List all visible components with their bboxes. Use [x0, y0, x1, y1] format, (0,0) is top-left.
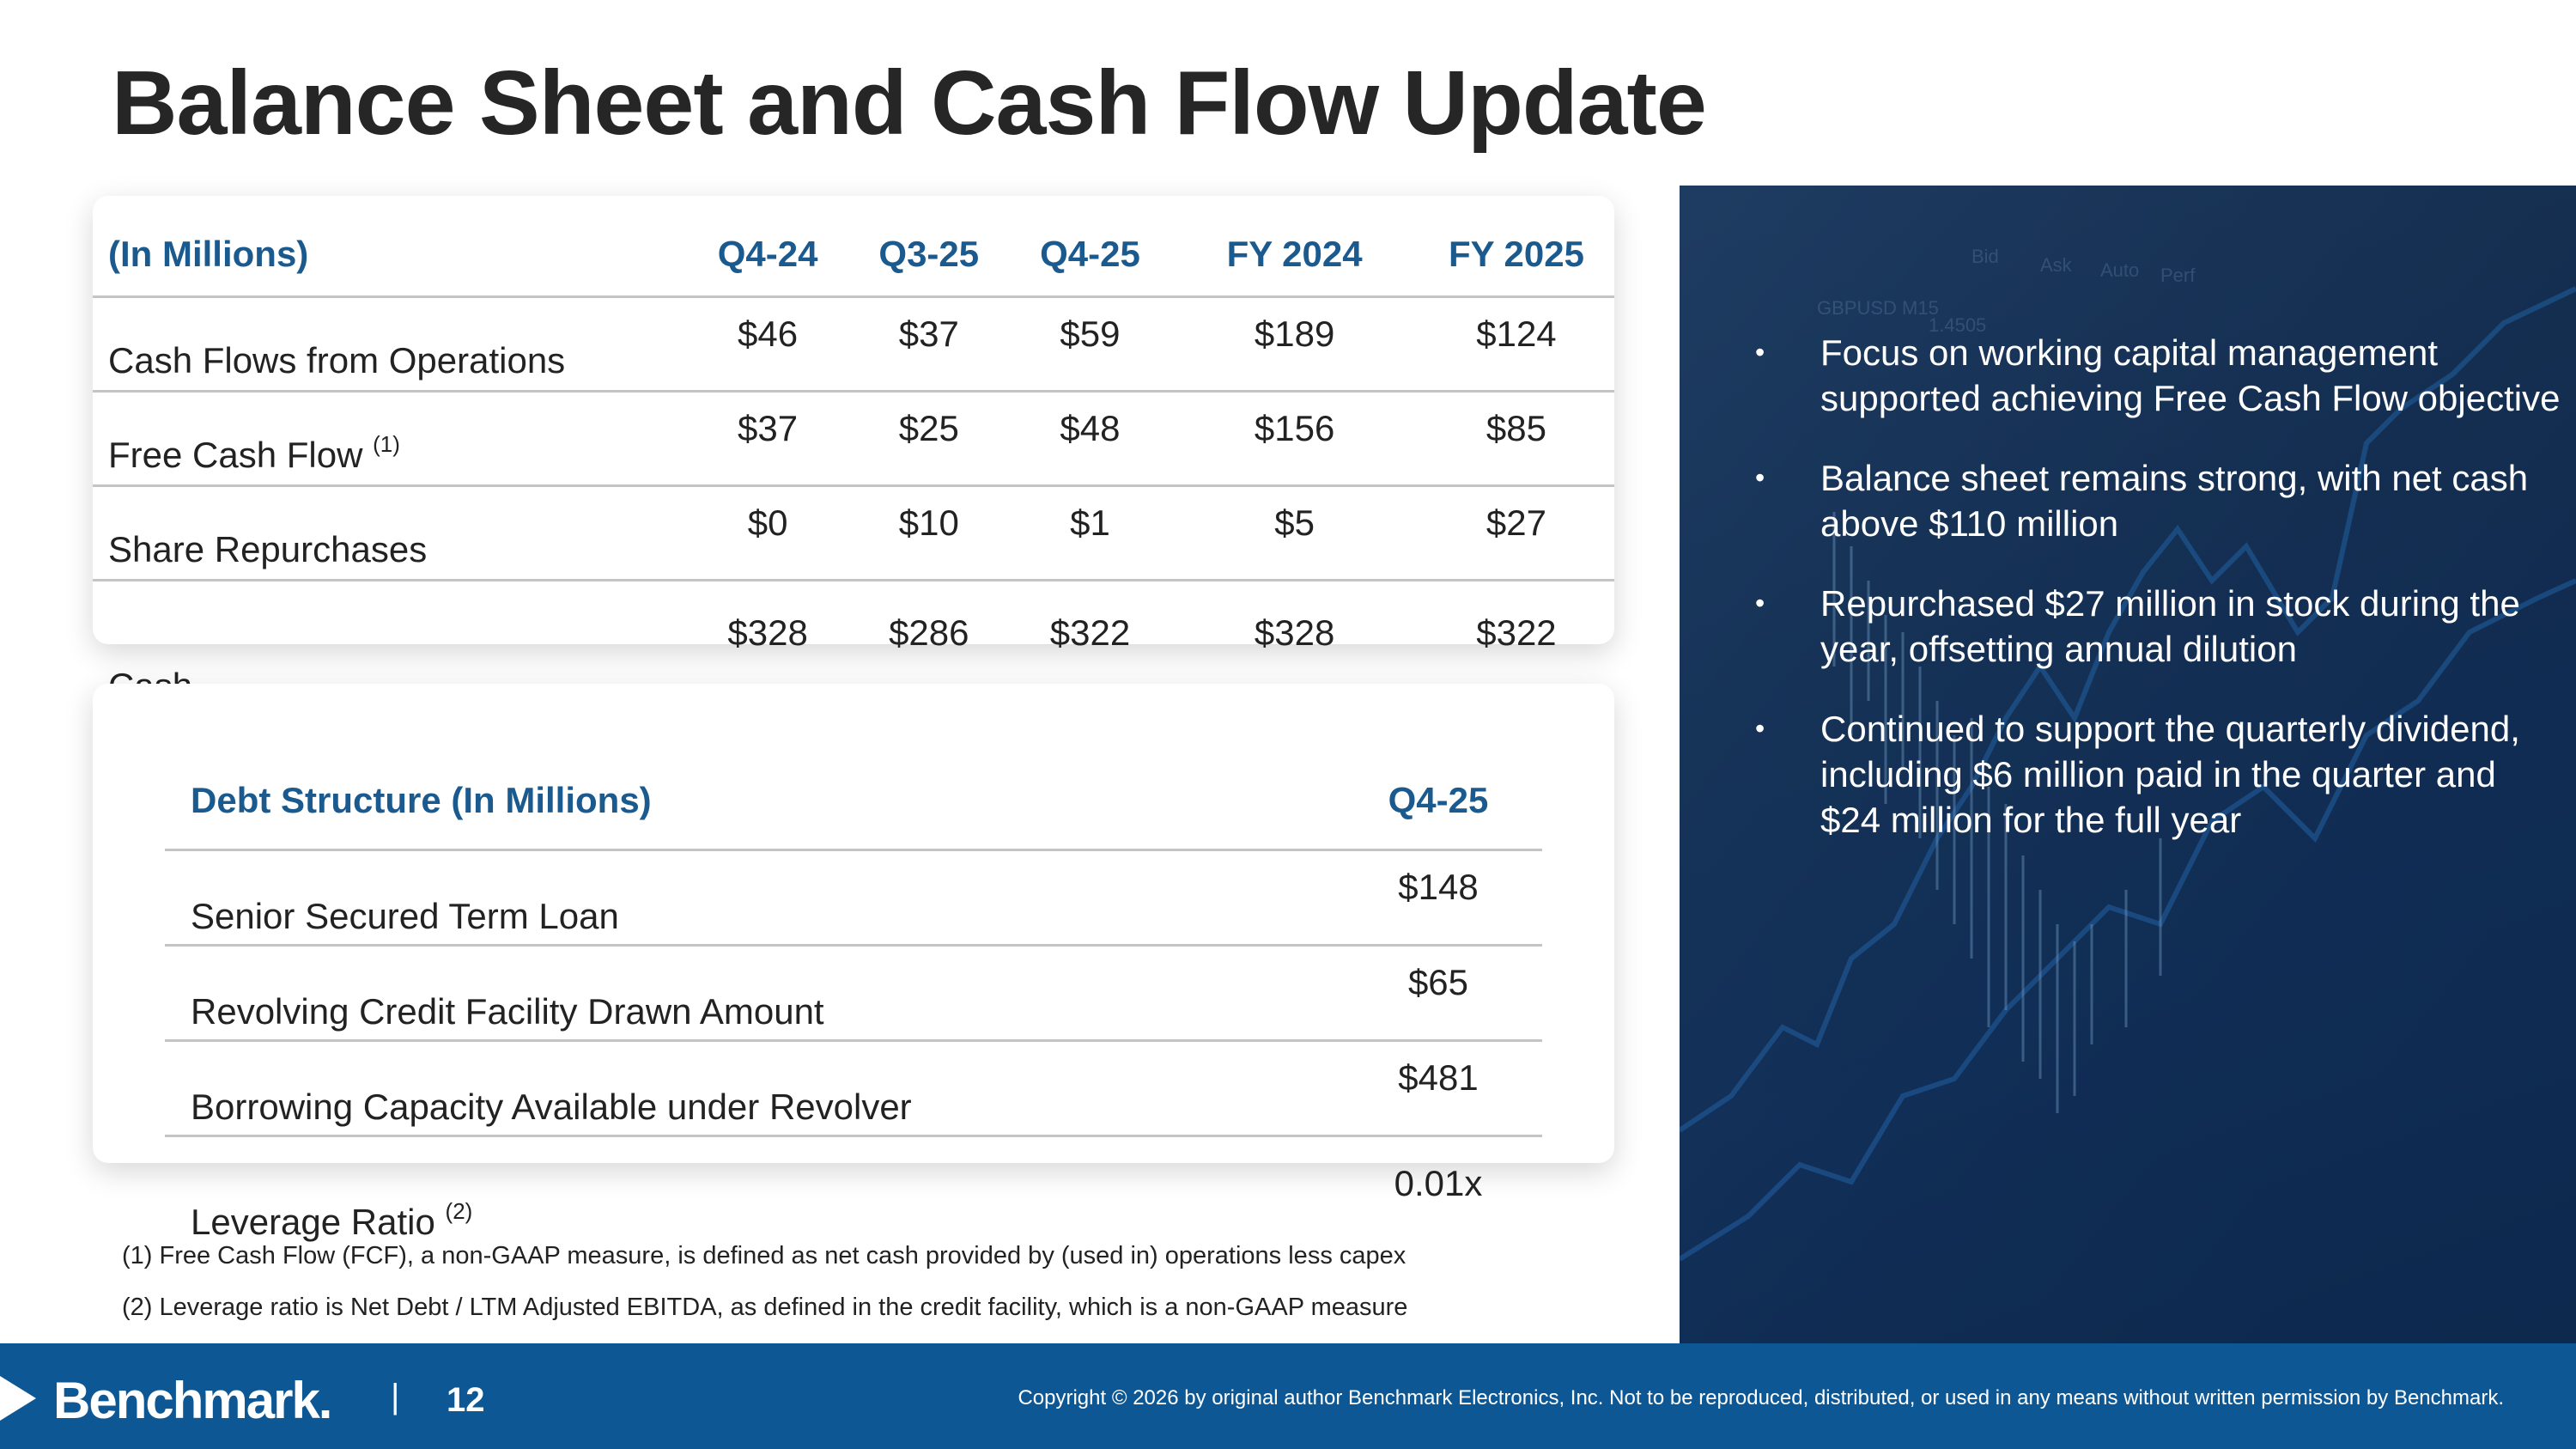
- table-cell: $46: [687, 296, 848, 393]
- table-cell: $189: [1170, 296, 1419, 393]
- footnote-marker: (1): [373, 431, 400, 457]
- footnotes: (1) Free Cash Flow (FCF), a non-GAAP mea…: [122, 1230, 1407, 1333]
- table-cell: $124: [1418, 296, 1614, 393]
- copyright-notice: Copyright © 2026 by original author Benc…: [1018, 1386, 2504, 1409]
- chart-ask-label: Ask: [2040, 254, 2073, 276]
- list-item: Repurchased $27 million in stock during …: [1755, 581, 2562, 672]
- logo-arrow-icon: [0, 1376, 36, 1421]
- column-header-q4-24: Q4-24: [687, 213, 848, 298]
- column-header-debt-structure: Debt Structure (In Millions): [165, 752, 1334, 851]
- table-row: Borrowing Capacity Available under Revol…: [165, 1040, 1542, 1137]
- table-cell: $37: [687, 391, 848, 487]
- table-cell: $25: [848, 391, 1010, 487]
- chart-bid-label: Bid: [1971, 246, 1999, 267]
- table-cell: $85: [1418, 391, 1614, 487]
- chart-perf-label: Perf: [2160, 265, 2196, 286]
- table-header-row: Debt Structure (In Millions) Q4-25: [165, 752, 1542, 851]
- table-row: Revolving Credit Facility Drawn Amount $…: [165, 945, 1542, 1042]
- table-cell: $48: [1009, 391, 1171, 487]
- table-cell: $5: [1170, 485, 1419, 581]
- chart-auto-label: Auto: [2100, 259, 2139, 281]
- footnote-2: (2) Leverage ratio is Net Debt / LTM Adj…: [122, 1294, 1408, 1321]
- chart-symbol-label: GBPUSD M15: [1817, 297, 1939, 319]
- table-cell: $156: [1170, 391, 1419, 487]
- footer-bar: Benchmark. | 12 Copyright © 2026 by orig…: [0, 1343, 2576, 1449]
- row-label: Revolving Credit Facility Drawn Amount: [165, 945, 1334, 1042]
- table-cell: $481: [1334, 1040, 1542, 1137]
- column-header-units: (In Millions): [93, 213, 688, 298]
- column-header-q3-25: Q3-25: [848, 213, 1010, 298]
- table-cell: $148: [1334, 849, 1542, 947]
- row-label-text: Free Cash Flow: [108, 435, 363, 475]
- debt-structure-table: Debt Structure (In Millions) Q4-25 Senio…: [165, 752, 1542, 1250]
- table-row: Share Repurchases $0 $10 $1 $5 $27: [93, 485, 1614, 581]
- table-row: Free Cash Flow (1) $37 $25 $48 $156 $85: [93, 391, 1614, 487]
- page-number: 12: [447, 1381, 485, 1419]
- column-header-fy-2024: FY 2024: [1170, 213, 1419, 298]
- column-header-fy-2025: FY 2025: [1418, 213, 1614, 298]
- company-logo: Benchmark.: [53, 1372, 332, 1429]
- row-label-text: Cash Flows from Operations: [108, 340, 566, 381]
- table-cell: $328: [727, 612, 808, 653]
- table-cell: $27: [1418, 485, 1614, 581]
- column-header-q4-25: Q4-25: [1009, 213, 1171, 298]
- row-label-text: Borrowing Capacity Available under Revol…: [191, 1087, 912, 1127]
- cash-flow-card: (In Millions) Q4-24 Q3-25 Q4-25 FY 2024 …: [93, 196, 1614, 706]
- table-cell: $322: [1049, 612, 1131, 653]
- row-label-text: Revolving Credit Facility Drawn Amount: [191, 991, 824, 1032]
- row-label: Borrowing Capacity Available under Revol…: [165, 1040, 1334, 1137]
- table-row: Cash Flows from Operations $46 $37 $59 $…: [93, 296, 1614, 393]
- row-label: Cash Flows from Operations: [93, 296, 688, 393]
- debt-structure-card: Debt Structure (In Millions) Q4-25 Senio…: [93, 684, 1614, 1242]
- table-cell: $10: [848, 485, 1010, 581]
- row-label: Senior Secured Term Loan: [165, 849, 1334, 947]
- row-label-text: Share Repurchases: [108, 529, 428, 569]
- table-cell: $65: [1334, 945, 1542, 1042]
- table-cell: $37: [848, 296, 1010, 393]
- list-item: Continued to support the quarterly divid…: [1755, 706, 2562, 843]
- row-label-text: Leverage Ratio: [191, 1202, 435, 1242]
- table-cell: $0: [687, 485, 848, 581]
- list-item: Focus on working capital management supp…: [1755, 330, 2562, 421]
- table-row: Cash $328 $286 $322 $328 $322: [93, 581, 1614, 716]
- cash-flow-table: (In Millions) Q4-24 Q3-25 Q4-25 FY 2024 …: [93, 213, 1614, 715]
- row-label: Share Repurchases: [93, 485, 688, 581]
- table-cell: $59: [1009, 296, 1171, 393]
- footnote-1: (1) Free Cash Flow (FCF), a non-GAAP mea…: [122, 1242, 1406, 1269]
- footnote-marker: (2): [445, 1198, 473, 1224]
- table-header-row: (In Millions) Q4-24 Q3-25 Q4-25 FY 2024 …: [93, 213, 1614, 298]
- table-cell: 0.01x: [1394, 1163, 1483, 1203]
- highlights-panel: GBPUSD M15 1.4505 Bid Ask Auto Perf Focu…: [1680, 186, 2576, 1345]
- footer-separator: |: [391, 1378, 400, 1416]
- highlights-list: Focus on working capital management supp…: [1755, 330, 2562, 877]
- table-row: Leverage Ratio (2) 0.01x: [165, 1136, 1542, 1251]
- table-cell: $328: [1254, 612, 1335, 653]
- table-cell: $1: [1009, 485, 1171, 581]
- page-title: Balance Sheet and Cash Flow Update: [112, 52, 1707, 154]
- list-item: Balance sheet remains strong, with net c…: [1755, 455, 2562, 546]
- column-header-q4-25: Q4-25: [1334, 752, 1542, 851]
- row-label: Free Cash Flow (1): [93, 391, 688, 487]
- row-label-text: Senior Secured Term Loan: [191, 896, 619, 936]
- table-row: Senior Secured Term Loan $148: [165, 849, 1542, 947]
- table-cell: $286: [889, 612, 969, 653]
- row-label: Leverage Ratio (2): [165, 1136, 1334, 1251]
- table-cell: $322: [1476, 612, 1557, 653]
